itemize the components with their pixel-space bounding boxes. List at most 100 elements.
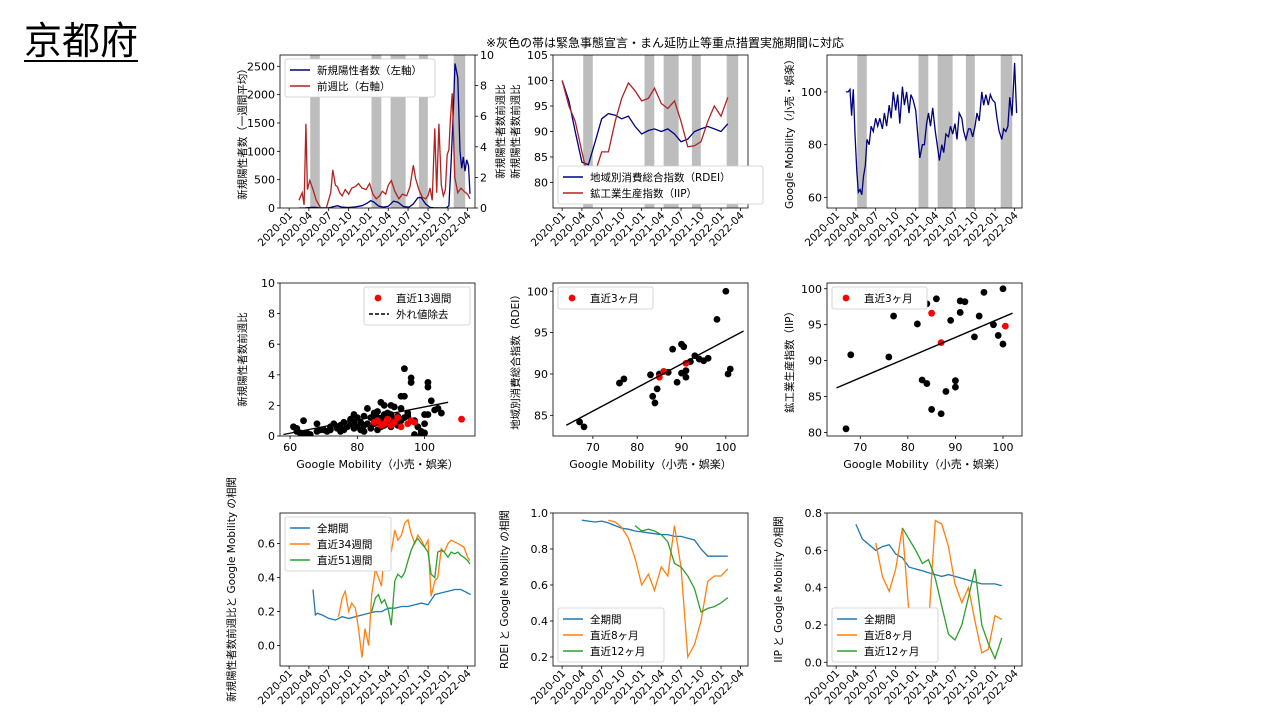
- x-tick-label-1: 80: [901, 441, 915, 454]
- y-axis-label: 鉱工業生産指数（IIP）: [783, 306, 796, 413]
- y-tick-label-1: 85: [534, 151, 548, 164]
- legend-label-1: 直近8ヶ月: [864, 629, 913, 642]
- series-line-2: [371, 537, 471, 626]
- chart-new-cases: 0500100015002000250002468102020-012020-0…: [236, 49, 507, 249]
- axes-frame: [552, 282, 749, 437]
- scatter-point-0-20: [980, 288, 988, 296]
- scatter-point-0-26: [726, 365, 734, 373]
- shaded-period-1: [644, 55, 655, 208]
- scatter-point-0-82: [400, 392, 408, 400]
- scatter-point-0-26: [364, 405, 371, 412]
- legend-label-0: 直近3ヶ月: [590, 292, 639, 305]
- chart-corr-iip-mobility: 0.00.20.40.60.82020-012020-042020-072020…: [772, 507, 1023, 707]
- y-tick-label-1: 0.2: [805, 619, 823, 632]
- y-tick-label-5: 2500: [247, 60, 275, 73]
- y-tick-label-2: 1000: [247, 145, 275, 158]
- series-line-0: [561, 80, 729, 166]
- y-tick-label-0: 0.0: [805, 656, 823, 669]
- y-tick-label-3: 0.6: [258, 538, 276, 551]
- scatter-point-0-56: [421, 420, 428, 428]
- legend-label-0: 全期間: [590, 613, 622, 626]
- legend-label-0: 新規陽性者数（左軸）: [317, 64, 422, 77]
- scatter-point-1-2: [682, 359, 690, 367]
- scatter-point-0-5: [918, 376, 926, 384]
- series-line-0: [298, 63, 471, 208]
- y-tick-label-4: 8: [268, 308, 275, 321]
- legend-box: [557, 165, 764, 205]
- legend-marker-0: [842, 294, 850, 302]
- y-tick-label-3: 6: [268, 338, 275, 351]
- scatter-point-0-0: [842, 425, 850, 433]
- x-axis-label: Google Mobility（小売・娯楽）: [569, 457, 731, 471]
- scatter-point-0-67: [333, 423, 341, 431]
- series-line-0: [845, 62, 1018, 196]
- legend-label-1: 直近34週間: [317, 538, 372, 551]
- y-axis-label: 新規陽性者数前週比: [236, 312, 249, 407]
- y-tick-label-1: 0.4: [531, 615, 549, 628]
- shaded-period-0: [583, 55, 593, 208]
- x-axis-label: Google Mobility（小売・娯楽）: [296, 457, 458, 471]
- scatter-point-0-13: [952, 377, 959, 385]
- y-tick-label-2: 90: [534, 126, 548, 139]
- y-tick-label-3: 0.8: [531, 543, 549, 556]
- scatter-point-0-19: [975, 312, 983, 320]
- scatter-point-0-8: [928, 406, 936, 413]
- y-tick-label-0: 85: [534, 409, 548, 422]
- y-axis-label: 地域別消費総合指数（RDEI）: [509, 289, 522, 430]
- legend-label-1: 外れ値除去: [396, 308, 449, 321]
- scatter-point-0-12: [673, 378, 681, 386]
- legend-box: [557, 607, 665, 663]
- scatter-point-0-71: [377, 398, 385, 406]
- legend-label-1: 前週比（右軸）: [317, 80, 391, 93]
- shaded-period-1: [371, 55, 382, 208]
- scatter-point-0-5: [649, 392, 657, 400]
- y-tick-label-3: 95: [534, 100, 548, 113]
- shaded-period-0: [310, 55, 320, 208]
- x-axis-label: Google Mobility（小売・娯楽）: [843, 457, 1005, 471]
- y-tick-label-2: 0.4: [258, 572, 276, 585]
- scatter-point-0-11: [942, 388, 950, 395]
- shading-note: ※灰色の帯は緊急事態宣言・まん延防止等重点措置実施期間に対応: [485, 36, 845, 50]
- y-tick-label-4: 1.0: [531, 507, 549, 520]
- x-tick-label-2: 90: [948, 441, 962, 454]
- scatter-point-0-14: [952, 383, 959, 391]
- shaded-period-3: [965, 55, 975, 208]
- scatter-point-0-18: [971, 333, 978, 341]
- plot-area: [565, 287, 744, 431]
- y-tick-label-0: 60: [808, 191, 822, 204]
- scatter-point-0-84: [387, 402, 395, 409]
- scatter-point-1-11: [411, 418, 418, 426]
- y-tick-label-0: 80: [534, 177, 548, 190]
- chart-scatter-iip-mobility: 80 85 90 95 100 70 80 90 100 鉱工業生産指数（IIP） Google M…: [783, 282, 1023, 471]
- x-tick-label-3: 100: [715, 441, 736, 454]
- legend: 新規陽性者数（左軸） 前週比（右軸）: [284, 58, 436, 98]
- scatter-point-0-63: [437, 409, 445, 417]
- y-tick-label-5: 105: [527, 49, 548, 62]
- axes-frame: [552, 512, 749, 667]
- scatter-point-0-23: [360, 428, 368, 435]
- series-line-2: [634, 525, 729, 613]
- page-title: 京都府: [24, 19, 139, 63]
- scatter-point-0-6: [651, 399, 659, 407]
- series-line-1: [298, 93, 471, 208]
- legend-box: [831, 607, 939, 663]
- scatter-point-0-24: [999, 285, 1007, 293]
- y-tick-label-0: 0.2: [531, 651, 549, 664]
- scatter-point-0-65: [303, 429, 311, 436]
- legend-box: [363, 286, 471, 326]
- legend-label-1: 鉱工業生産指数（IIP）: [590, 187, 697, 200]
- legend-label-2: 直近12ヶ月: [590, 645, 645, 658]
- y-tick-label-2: 90: [808, 355, 822, 368]
- scatter-point-1-2: [1001, 322, 1009, 330]
- plot-area: [581, 519, 729, 660]
- scatter-point-0-9: [932, 295, 940, 303]
- scatter-point-1-4: [384, 415, 391, 423]
- legend: 直近3ヶ月: [831, 286, 928, 310]
- axes-frame: [279, 512, 476, 667]
- scatter-point-0-80: [424, 411, 432, 418]
- y2-tick-label-3: 6: [480, 110, 487, 123]
- scatter-point-1-12: [458, 415, 465, 423]
- x-tick-label-3: 100: [992, 441, 1013, 454]
